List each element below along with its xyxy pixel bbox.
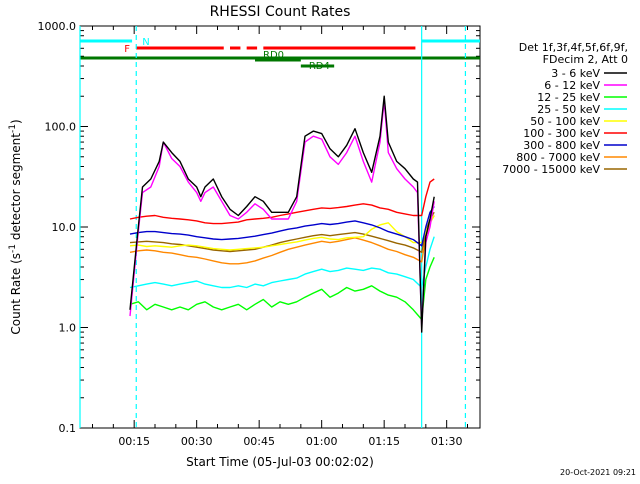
legend: Det 1f,3f,4f,5f,6f,9f, FDecim 2, Att 0 3… xyxy=(502,41,628,176)
legend-entry-label: 800 - 7000 keV xyxy=(516,151,600,164)
y-tick-label: 1000.0 xyxy=(38,20,77,33)
status-bar-label: RD4 xyxy=(309,61,330,72)
x-tick-label: 01:30 xyxy=(431,435,463,448)
x-axis-label: Start Time (05-Jul-03 00:02:02) xyxy=(186,455,374,469)
x-tick-label: 01:15 xyxy=(368,435,400,448)
y-tick-label: 10.0 xyxy=(52,221,77,234)
legend-header-1: Det 1f,3f,4f,5f,6f,9f, xyxy=(519,41,628,54)
y-axis-label: Count Rate (s-1 detector segment-1) xyxy=(8,119,23,334)
axes-layer: 1000.0 100.0 10.0 1.0 0.1 00:15 00:30 00:45 01:0… xyxy=(38,20,480,448)
legend-header-2: FDecim 2, Att 0 xyxy=(543,53,628,66)
series-line xyxy=(129,100,435,329)
legend-entry-label: 3 - 6 keV xyxy=(551,67,600,80)
x-tick-label: 00:30 xyxy=(181,435,213,448)
status-bar-label: RD0 xyxy=(263,50,284,61)
series-line xyxy=(129,236,435,289)
series-line xyxy=(129,178,435,225)
y-tick-label: 0.1 xyxy=(59,422,77,435)
footer-timestamp: 20-Oct-2021 09:21 xyxy=(560,468,636,477)
series-line xyxy=(129,95,435,333)
y-tick-label: 100.0 xyxy=(45,121,77,134)
y-axis-label-mid: detector segment xyxy=(9,133,23,244)
x-tick-label: 00:45 xyxy=(243,435,275,448)
series-line xyxy=(129,257,435,321)
chart-title: RHESSI Count Rates xyxy=(210,4,351,20)
legend-entry-label: 6 - 12 keV xyxy=(544,79,600,92)
y-axis-label-sup1: -1 xyxy=(8,244,18,253)
series-line xyxy=(129,206,435,247)
y-axis-label-end: ) xyxy=(9,119,23,124)
legend-entry-label: 7000 - 15000 keV xyxy=(502,163,600,176)
series-line xyxy=(129,215,435,251)
y-axis-label-sup2: -1 xyxy=(8,124,18,133)
y-tick-label: 1.0 xyxy=(59,322,77,335)
vertical-lines-layer xyxy=(79,26,467,428)
legend-entry-label: 12 - 25 keV xyxy=(537,91,600,104)
x-tick-label: 01:00 xyxy=(306,435,338,448)
legend-entry-label: 50 - 100 keV xyxy=(530,115,600,128)
legend-entry-label: 100 - 300 keV xyxy=(523,127,600,140)
y-axis-label-main: Count Rate (s xyxy=(9,253,23,335)
legend-entry-label: 25 - 50 keV xyxy=(537,103,600,116)
series-layer xyxy=(129,95,435,333)
x-tick-label: 00:15 xyxy=(118,435,150,448)
status-bar-label: N xyxy=(142,37,149,48)
plot-frame xyxy=(79,25,481,429)
status-bar-label: F xyxy=(124,44,130,55)
series-line xyxy=(129,215,435,265)
status-bars-layer: N F RD0 RD4 xyxy=(80,37,480,72)
legend-entry-label: 300 - 800 keV xyxy=(523,139,600,152)
